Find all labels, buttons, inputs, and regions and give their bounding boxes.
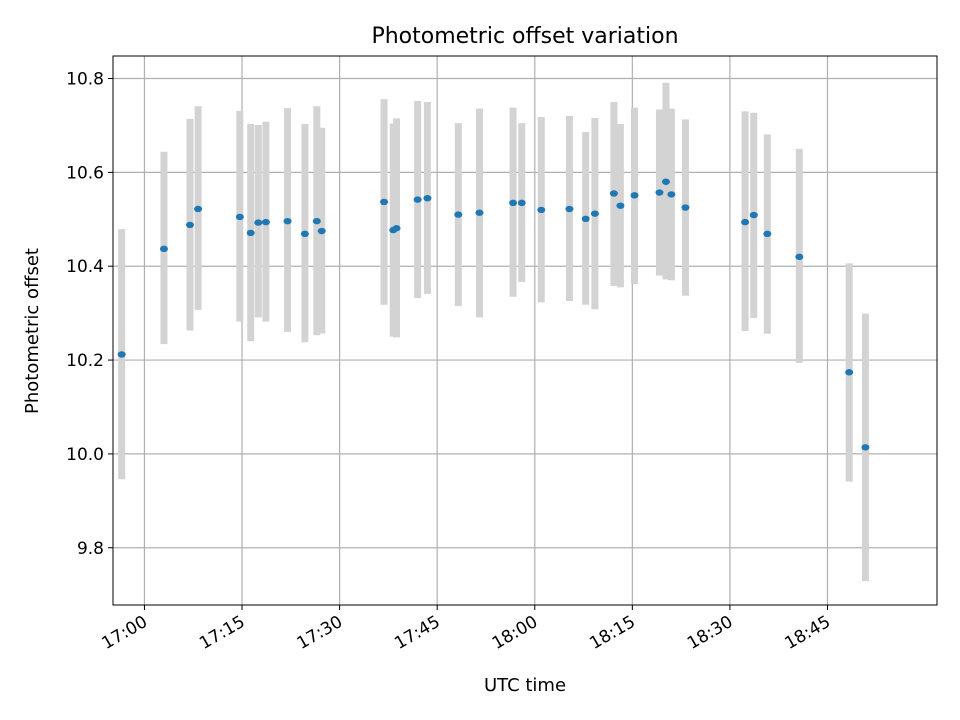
data-point xyxy=(317,227,326,235)
data-point xyxy=(655,189,664,196)
y-tick-label: 10.8 xyxy=(66,70,104,90)
data-point xyxy=(795,253,804,261)
data-point xyxy=(661,178,670,185)
chart-title: Photometric offset variation xyxy=(371,24,678,49)
data-point xyxy=(235,213,244,221)
y-tick-label: 10.0 xyxy=(66,445,104,465)
y-axis-label: Photometric offset xyxy=(22,248,43,414)
data-point xyxy=(392,225,401,232)
data-point xyxy=(616,202,625,209)
plot-area-frame xyxy=(112,55,938,606)
data-point xyxy=(630,192,639,199)
y-tick-label: 10.4 xyxy=(66,257,104,277)
y-tick-label: 10.2 xyxy=(66,351,104,371)
data-points xyxy=(117,178,870,451)
data-point xyxy=(185,221,194,229)
data-point xyxy=(590,210,599,217)
data-point xyxy=(565,205,574,213)
data-point xyxy=(423,194,432,202)
x-axis-label: UTC time xyxy=(484,675,566,696)
data-point xyxy=(159,245,168,253)
data-point xyxy=(380,198,389,206)
data-point xyxy=(283,217,292,225)
data-point xyxy=(413,196,422,203)
data-point xyxy=(581,215,590,223)
data-point xyxy=(194,205,203,213)
data-point xyxy=(537,206,546,214)
y-tick-label: 10.6 xyxy=(66,163,104,183)
data-point xyxy=(261,218,270,226)
data-point xyxy=(300,230,309,238)
data-point xyxy=(509,199,518,207)
data-point xyxy=(454,211,463,218)
data-point xyxy=(749,211,758,219)
data-point xyxy=(763,230,772,238)
data-point xyxy=(117,351,126,358)
data-point xyxy=(667,191,676,198)
data-point xyxy=(475,209,484,216)
data-point xyxy=(312,217,321,225)
data-point xyxy=(254,219,263,226)
data-point xyxy=(246,229,255,237)
data-point xyxy=(681,204,690,211)
data-point xyxy=(845,369,854,376)
y-tick-label: 9.8 xyxy=(77,539,104,559)
data-point xyxy=(861,444,870,451)
data-point xyxy=(609,190,618,197)
data-point xyxy=(741,218,750,226)
data-point xyxy=(517,199,526,207)
